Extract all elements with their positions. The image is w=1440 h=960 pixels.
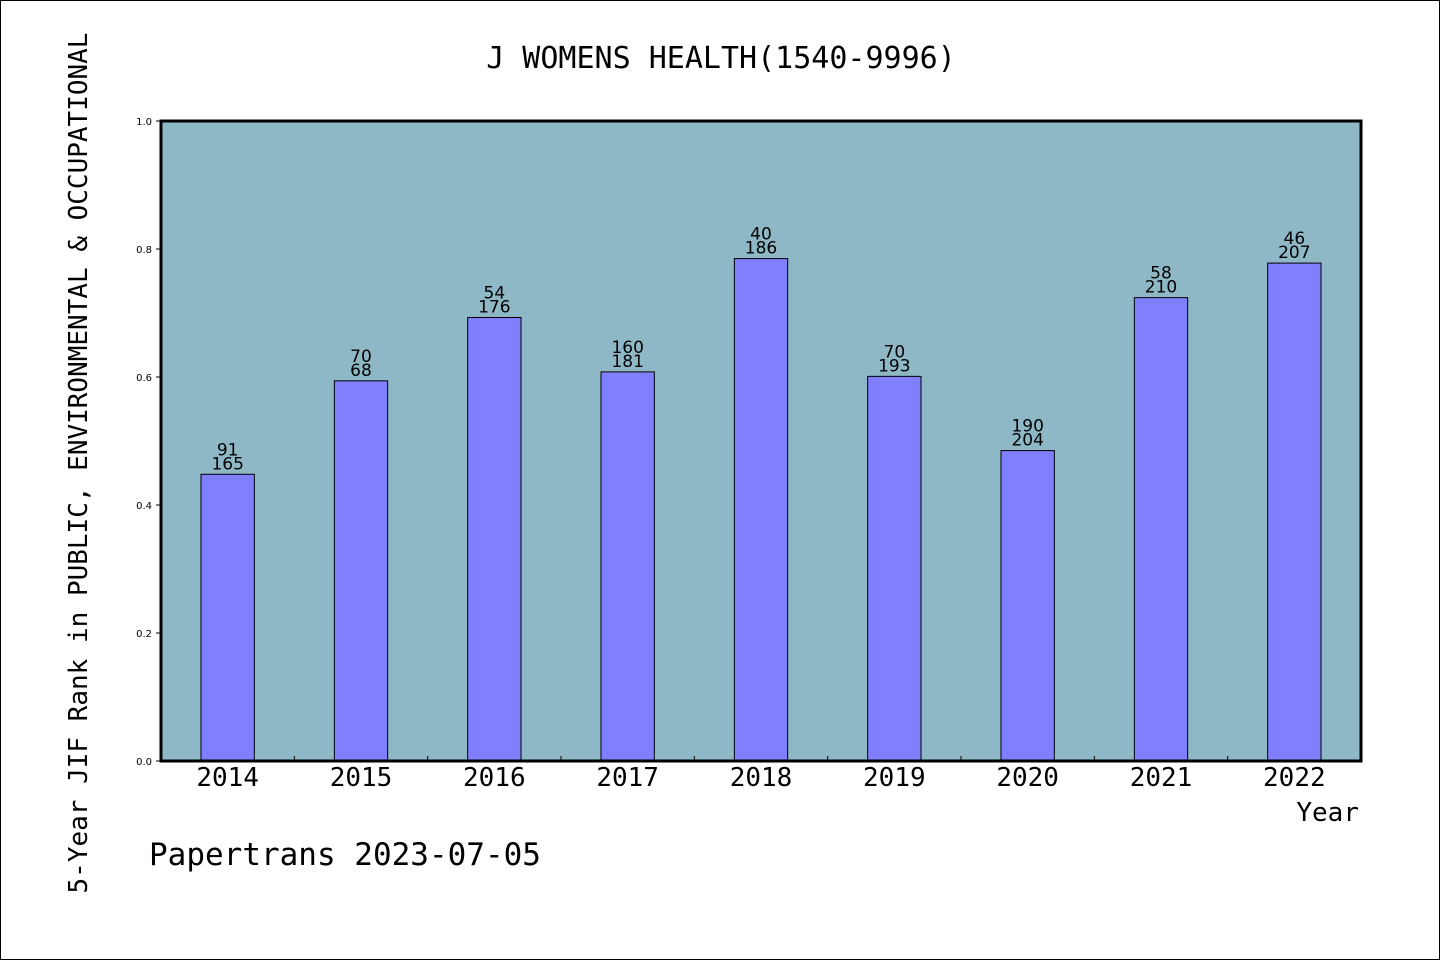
bar-label-bottom-2020: 204 <box>1011 431 1043 451</box>
x-axis: 2014 2015 2016 2017 2018 2019 2020 2021 2022 <box>196 756 1326 793</box>
bar-2017 <box>600 371 655 762</box>
bar-label-bottom-2018: 186 <box>745 239 777 259</box>
x-axis-label: Year <box>1296 798 1359 828</box>
bar-label-top-2019: 70 <box>884 342 906 362</box>
y-tick-label: 0.0 <box>136 757 152 768</box>
bar-label-bottom-2022: 207 <box>1278 243 1310 263</box>
x-tick-label-2015: 2015 <box>330 763 393 793</box>
bar-label-top-2015: 70 <box>350 347 372 367</box>
bars-group <box>200 258 1322 762</box>
x-tick-label-2022: 2022 <box>1263 763 1326 793</box>
x-tick-label-2019: 2019 <box>863 763 926 793</box>
bar-label-top-2017: 160 <box>611 338 643 358</box>
y-axis-label: 5-Year JIF Rank in PUBLIC, ENVIRONMENTAL… <box>64 33 94 894</box>
x-tick-label-2018: 2018 <box>730 763 793 793</box>
bar-2015 <box>333 380 389 762</box>
chart-title: J WOMENS HEALTH(1540-9996) <box>486 41 956 76</box>
y-tick-label: 1.0 <box>136 117 152 128</box>
bar-label-top-2021: 58 <box>1150 264 1172 284</box>
bar-label-bottom-2014: 165 <box>211 454 243 474</box>
y-tick-label: 0.6 <box>136 373 152 384</box>
bar-label-bottom-2021: 210 <box>1145 278 1177 298</box>
bar-label-bottom-2015: 68 <box>350 361 372 381</box>
x-tick-label-2020: 2020 <box>996 763 1059 793</box>
bar-label-top-2022: 46 <box>1284 229 1306 249</box>
bar-2014 <box>200 473 255 762</box>
bar-2018 <box>733 258 789 762</box>
x-tick-label-2021: 2021 <box>1130 763 1193 793</box>
bar-2021 <box>1133 297 1189 762</box>
bar-label-top-2016: 54 <box>484 283 506 303</box>
bar-2019 <box>867 375 922 762</box>
bar-label-top-2020: 190 <box>1011 417 1043 437</box>
bar-2022 <box>1267 262 1322 762</box>
bar-label-bottom-2019: 193 <box>878 356 910 376</box>
watermark: Papertrans 2023-07-05 <box>149 837 541 873</box>
y-axis: 0.0 0.2 0.4 0.6 0.8 1.0 <box>136 117 161 768</box>
y-tick-label: 0.4 <box>136 501 152 512</box>
bar-labels-group: 9116570685417616018140186701931902045821… <box>211 225 1310 475</box>
x-tick-label-2014: 2014 <box>196 763 259 793</box>
x-tick-label-2016: 2016 <box>463 763 526 793</box>
x-tick-label-2017: 2017 <box>596 763 659 793</box>
bar-label-top-2018: 40 <box>750 225 772 245</box>
y-tick-label: 0.8 <box>136 245 152 256</box>
bar-label-bottom-2016: 176 <box>478 297 510 317</box>
bar-2020 <box>1000 450 1055 762</box>
y-tick-label: 0.2 <box>136 629 152 640</box>
bar-2016 <box>467 316 522 762</box>
bar-label-top-2014: 91 <box>217 440 239 460</box>
plot-border <box>159 119 1363 763</box>
bar-label-bottom-2017: 181 <box>611 352 643 372</box>
